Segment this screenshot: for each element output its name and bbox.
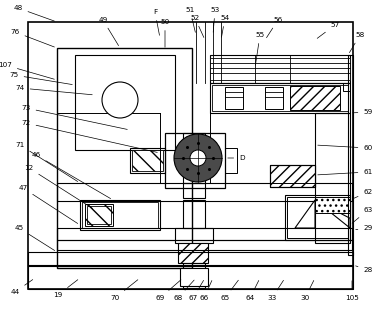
Text: 53: 53 bbox=[210, 7, 219, 32]
Text: 75: 75 bbox=[10, 72, 72, 85]
Text: 67: 67 bbox=[188, 280, 203, 301]
Circle shape bbox=[102, 82, 138, 118]
Text: 50: 50 bbox=[160, 19, 170, 47]
Bar bbox=[285, 195, 350, 240]
Polygon shape bbox=[315, 200, 350, 218]
Bar bbox=[210, 55, 350, 83]
Bar bbox=[87, 206, 111, 224]
Text: 29: 29 bbox=[356, 225, 373, 231]
Text: 33: 33 bbox=[267, 280, 283, 301]
Text: 62: 62 bbox=[352, 189, 373, 199]
Bar bbox=[75, 55, 175, 150]
Bar bbox=[315, 197, 350, 213]
Bar bbox=[265, 87, 283, 109]
Bar bbox=[28, 265, 353, 289]
Bar bbox=[132, 150, 163, 171]
Text: 44: 44 bbox=[10, 280, 33, 295]
Text: 28: 28 bbox=[355, 266, 373, 273]
Text: 71: 71 bbox=[15, 142, 78, 182]
Text: 49: 49 bbox=[98, 17, 118, 46]
Text: 72: 72 bbox=[21, 120, 157, 152]
Text: F: F bbox=[153, 9, 160, 35]
Text: 74: 74 bbox=[15, 85, 92, 95]
Text: 65: 65 bbox=[220, 280, 239, 301]
Bar bbox=[57, 183, 352, 201]
Text: 60: 60 bbox=[318, 145, 373, 151]
Text: D: D bbox=[228, 155, 245, 161]
Bar bbox=[183, 200, 205, 228]
Circle shape bbox=[174, 134, 222, 182]
Bar bbox=[28, 252, 353, 266]
Bar bbox=[180, 268, 208, 286]
Circle shape bbox=[190, 150, 206, 166]
Bar bbox=[57, 48, 192, 268]
Text: 56: 56 bbox=[267, 17, 283, 38]
Bar bbox=[343, 83, 350, 91]
Text: 58: 58 bbox=[349, 32, 365, 53]
Text: 68: 68 bbox=[173, 280, 194, 301]
Text: 48: 48 bbox=[13, 5, 54, 21]
Text: 12: 12 bbox=[24, 165, 93, 209]
Text: 57: 57 bbox=[317, 22, 339, 38]
Bar bbox=[178, 243, 208, 263]
Bar bbox=[57, 228, 352, 240]
Bar bbox=[85, 204, 113, 226]
Bar bbox=[80, 200, 160, 230]
Bar bbox=[57, 240, 352, 250]
Text: 69: 69 bbox=[155, 280, 181, 301]
Bar bbox=[183, 263, 205, 288]
Text: 19: 19 bbox=[53, 280, 78, 298]
Text: 64: 64 bbox=[245, 280, 259, 301]
Bar bbox=[348, 55, 353, 255]
Bar bbox=[287, 197, 348, 238]
Bar bbox=[210, 83, 350, 113]
Text: 45: 45 bbox=[14, 225, 54, 251]
Text: 73: 73 bbox=[21, 105, 127, 130]
Text: 105: 105 bbox=[345, 281, 359, 301]
Text: 61: 61 bbox=[318, 169, 373, 175]
Text: 76: 76 bbox=[10, 29, 54, 47]
Text: 46: 46 bbox=[31, 152, 110, 199]
Bar bbox=[212, 85, 348, 111]
Bar bbox=[225, 87, 243, 109]
Text: 63: 63 bbox=[352, 207, 373, 223]
Bar bbox=[270, 165, 315, 187]
Bar bbox=[130, 148, 165, 173]
Bar bbox=[210, 58, 350, 80]
Polygon shape bbox=[315, 200, 350, 228]
Text: 59: 59 bbox=[353, 109, 373, 115]
Polygon shape bbox=[295, 200, 315, 228]
Bar bbox=[270, 165, 315, 187]
Bar bbox=[165, 133, 225, 188]
Text: 30: 30 bbox=[300, 280, 314, 301]
Bar bbox=[225, 148, 237, 173]
Text: 70: 70 bbox=[110, 280, 138, 301]
Text: 54: 54 bbox=[220, 15, 230, 37]
Text: 52: 52 bbox=[190, 15, 204, 37]
Bar bbox=[82, 202, 158, 228]
Bar bbox=[290, 86, 340, 110]
Text: 51: 51 bbox=[186, 7, 195, 32]
Bar bbox=[175, 228, 213, 243]
Bar bbox=[183, 133, 205, 183]
Text: 47: 47 bbox=[18, 185, 78, 224]
Text: 55: 55 bbox=[255, 32, 265, 65]
Text: 107: 107 bbox=[0, 62, 54, 79]
Bar bbox=[315, 113, 350, 243]
Text: 66: 66 bbox=[199, 281, 212, 301]
Bar bbox=[28, 22, 353, 289]
Bar bbox=[183, 183, 205, 198]
